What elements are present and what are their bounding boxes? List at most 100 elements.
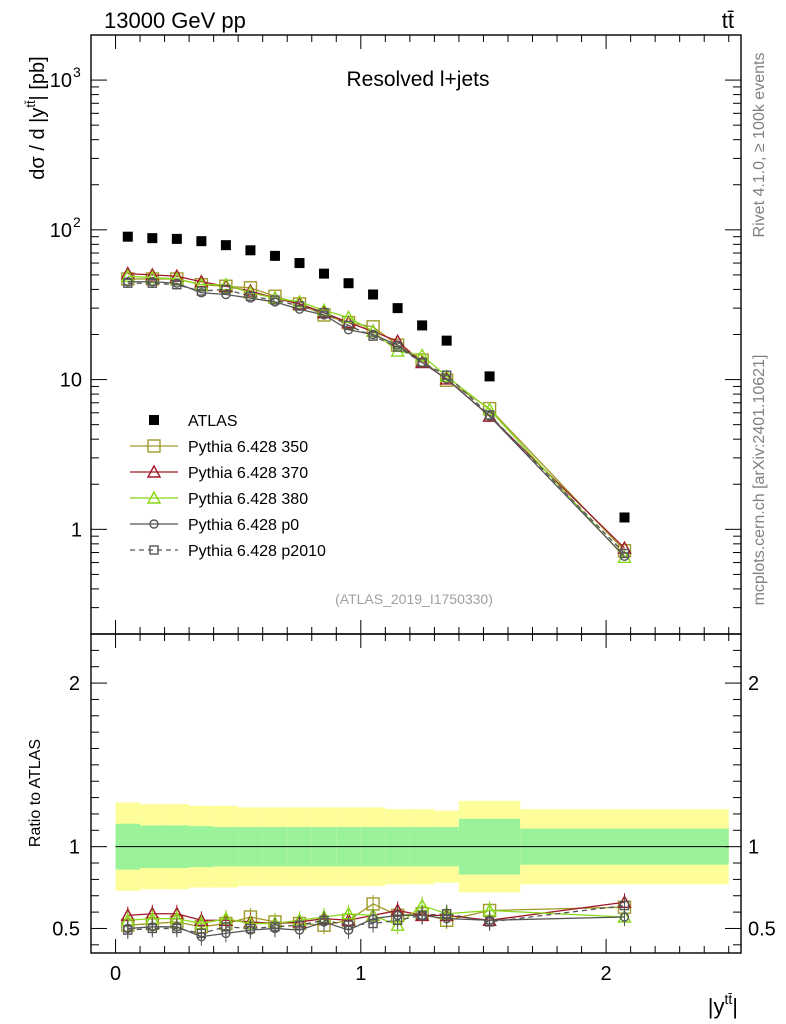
data-point [319,915,329,925]
legend-label: ATLAS [188,413,238,430]
x-axis-label-text: |y [708,994,725,1019]
legend-item: Pythia 6.428 370 [130,464,308,482]
legend-marker [149,545,159,555]
data-point [319,307,329,318]
data-point [441,335,452,346]
energy-label: 13000 GeV pp [104,8,246,33]
legend-item: Pythia 6.428 380 [130,490,308,508]
legend-marker [149,519,159,529]
data-point [417,320,428,331]
series-line [127,281,625,557]
main-y-axis-label: dσ / d |ytt̄| [pb] [23,56,49,179]
ratio-panel: 0 1 2 0.5 0.5 1 1 2 2 [52,633,776,985]
data-point [484,371,495,382]
series-line [127,275,625,558]
data-point [269,250,280,261]
data-point [245,291,256,301]
y-tick-label: 10 [60,370,82,392]
y-tick-label-right: 0.5 [748,918,776,940]
x-tick-label: 2 [601,963,612,985]
x-axis-label-sup: tt̄ [725,991,733,1007]
data-point [147,233,158,244]
legend-marker [146,464,162,478]
y-tick-label: 2 [69,673,80,695]
data-point [194,277,209,291]
data-point [343,920,354,930]
series-line [127,904,625,926]
data-point [196,286,207,296]
main-y-axis-label-text: dσ / d |y [27,108,49,180]
mcplots-label: mcplots.cern.ch [arXiv:2401.10621] [751,355,768,606]
data-point [341,309,356,324]
data-point [368,289,379,300]
analysis-label: (ATLAS_2019_I1750330) [335,591,493,607]
y-tick-label: 10 [50,70,72,92]
series-line [127,904,625,935]
legend-item: Pythia 6.428 p2010 [130,543,326,560]
legend: ATLAS Pythia 6.428 350 Pythia 6.428 370 Pyt… [130,413,326,560]
data-point [482,408,497,422]
y-tick-label: 0.5 [52,918,80,940]
legend-label: Pythia 6.428 p2010 [188,543,326,560]
data-point [294,920,305,930]
data-point [343,320,354,331]
ratio-y-axis-label: Ratio to ATLAS [27,739,44,847]
data-point [171,233,182,244]
data-point [196,928,207,939]
legend-item: Pythia 6.428 350 [130,439,308,456]
data-point [343,278,354,289]
data-point [245,245,256,256]
legend-label: Pythia 6.428 380 [188,491,308,508]
data-point [484,410,495,420]
data-point [484,917,495,927]
x-axis-label-tail: | [732,994,738,1019]
data-point [441,909,452,919]
legend-marker [146,490,162,504]
data-point [392,915,403,925]
data-point [145,270,160,284]
data-point [619,900,630,911]
data-point [245,923,256,934]
legend-marker [147,439,161,453]
data-point [392,342,403,352]
x-tick-label: 0 [110,963,121,985]
data-point [220,240,231,251]
main-y-axis-label-sup: tt̄ [23,100,38,108]
data-point [368,918,378,929]
y-tick-label-right: 1 [748,837,759,859]
data-point [122,231,133,242]
main-y-axis-label-tail: | [pb] [27,56,49,100]
ratio-frame [90,633,742,954]
data-point [441,370,452,380]
series-line [127,914,625,938]
series-line [127,901,625,925]
data-point [123,278,133,288]
data-point [319,268,330,279]
series-line [127,282,625,554]
legend-marker [149,415,159,425]
data-point [294,301,305,311]
y-tick-label: 3 [73,64,81,80]
data-point [414,355,430,369]
data-point [172,280,182,290]
data-point [294,258,305,269]
data-point [172,923,182,934]
data-point [221,289,231,300]
legend-item: Pythia 6.428 p0 [130,517,299,534]
main-title: Resolved l+jets [347,68,490,91]
data-point [147,278,158,288]
x-tick-label: 1 [355,963,366,985]
data-point [270,295,280,305]
data-point [270,922,280,932]
data-point [196,236,207,247]
data-point [417,910,427,921]
legend-item: ATLAS [149,413,238,430]
data-point [392,303,403,314]
data-point [221,922,231,932]
data-point [243,283,258,297]
x-axis-label: |ytt̄| [708,991,738,1019]
data-point [147,923,158,934]
data-point [417,357,427,368]
